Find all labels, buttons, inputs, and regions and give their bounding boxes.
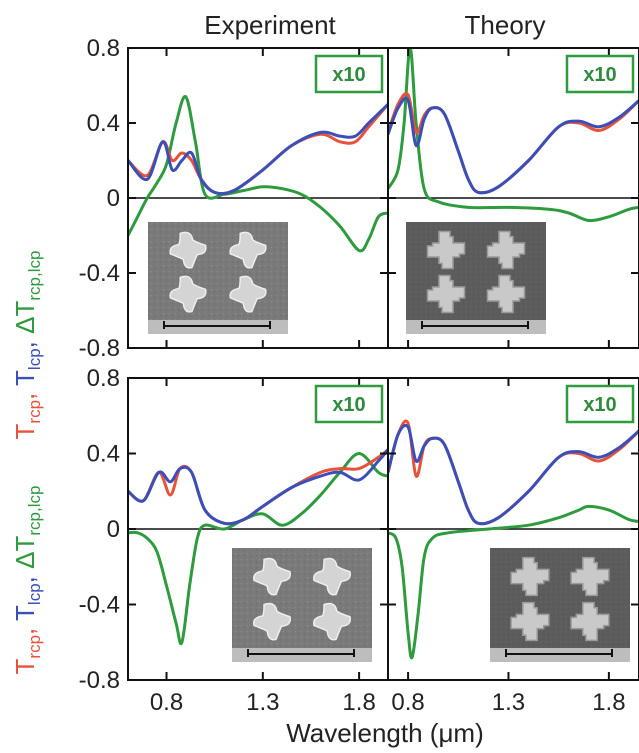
nanostructure-shape bbox=[229, 231, 267, 269]
scale-badge-label: x10 bbox=[583, 64, 616, 86]
series-line-lcp bbox=[128, 103, 388, 196]
y-tick-label: 0 bbox=[107, 516, 120, 543]
nanostructure-shape bbox=[229, 275, 267, 313]
scale-badge: x10 bbox=[314, 384, 384, 424]
y-tick-label: -0.4 bbox=[79, 592, 120, 619]
x-tick-label: 0.8 bbox=[391, 689, 424, 716]
ylabel-s-lcp: lcp bbox=[25, 348, 44, 370]
scale-badge: x10 bbox=[565, 384, 635, 424]
nanostructure-shape bbox=[510, 601, 550, 642]
inset-image bbox=[406, 222, 546, 334]
ylabel-s-rcp-b: rcp bbox=[25, 635, 44, 659]
scale-badge: x10 bbox=[314, 54, 384, 94]
ylabel-sep-1: , bbox=[10, 386, 40, 400]
y-tick-label: -0.8 bbox=[79, 335, 120, 362]
nanostructure-shape bbox=[486, 230, 526, 270]
x-tick-label: 0.8 bbox=[150, 689, 183, 716]
y-tick-label: 0.4 bbox=[87, 441, 120, 468]
series-line-lcp bbox=[388, 96, 639, 195]
nanostructure-shape bbox=[570, 556, 610, 597]
inset-texture bbox=[490, 548, 630, 648]
scale-badge: x10 bbox=[565, 54, 635, 94]
y-tick-label: 0.8 bbox=[87, 365, 120, 392]
scale-badge-label: x10 bbox=[332, 64, 365, 86]
x-tick-label: 1.3 bbox=[492, 689, 525, 716]
y-axis-label-bottom: Trcp, Tlcp, ΔTrcp,lcp bbox=[10, 486, 44, 675]
series-line-delta bbox=[128, 95, 388, 253]
inset-texture bbox=[148, 222, 288, 320]
nanostructure-shape bbox=[169, 231, 207, 269]
nanostructure-shape bbox=[313, 602, 351, 641]
ylabel-t-rcp: T bbox=[10, 423, 40, 439]
inset-image bbox=[232, 548, 372, 662]
nanostructure-shape bbox=[169, 275, 207, 313]
panel-bottom-right: 0.8 1.3 1.8 x10 bbox=[387, 377, 639, 716]
ylabel-t-lcp-b: T bbox=[10, 605, 40, 621]
y-tick-label: -0.8 bbox=[79, 667, 120, 694]
ylabel-s-rcp: rcp bbox=[25, 400, 44, 424]
ylabel-t-rcp-b: T bbox=[10, 658, 40, 674]
nanostructure-shape bbox=[253, 557, 291, 596]
nanostructure-shape bbox=[510, 556, 550, 597]
y-tick-label: 0 bbox=[107, 185, 120, 212]
inset-image bbox=[490, 548, 630, 662]
panel-bottom-left: 0.8 0.4 0 -0.4 -0.8 0.8 1.3 1.8 x10 bbox=[79, 365, 389, 716]
series-line-lcp bbox=[128, 448, 388, 526]
series-line-delta bbox=[388, 504, 639, 660]
ylabel-t-delta: ΔT bbox=[10, 301, 40, 334]
series-line-rcp bbox=[388, 92, 639, 195]
x-tick-label: 1.3 bbox=[246, 689, 279, 716]
nanostructure-shape bbox=[253, 602, 291, 641]
ylabel-s-lcp-b: lcp bbox=[25, 583, 44, 605]
scale-badge-box bbox=[314, 54, 384, 94]
ylabel-s-delta-b: rcp,lcp bbox=[25, 486, 44, 536]
y-tick-label: -0.4 bbox=[79, 260, 120, 287]
ylabel-sep-2-b: , bbox=[10, 569, 40, 583]
nanostructure-shape bbox=[313, 557, 351, 596]
inset-texture bbox=[232, 548, 372, 648]
ylabel-t-delta-b: ΔT bbox=[10, 536, 40, 569]
series-line-delta bbox=[388, 48, 639, 223]
x-tick-label: 1.8 bbox=[592, 689, 625, 716]
scale-badge-box bbox=[314, 384, 384, 424]
y-axis-label-top: Trcp, Tlcp, ΔTrcp,lcp bbox=[10, 251, 44, 440]
y-tick-label: 0.8 bbox=[87, 35, 120, 62]
x-axis-label: Wavelength (μm) bbox=[286, 718, 484, 748]
scale-badge-label: x10 bbox=[583, 394, 616, 416]
ylabel-sep-1-b: , bbox=[10, 621, 40, 635]
column-title-theory: Theory bbox=[465, 10, 546, 40]
nanostructure-shape bbox=[486, 274, 526, 314]
nanostructure-shape bbox=[426, 230, 466, 270]
panel-top-left: 0.8 0.4 0 -0.4 -0.8 x10 bbox=[79, 35, 389, 362]
scale-badge-box bbox=[565, 384, 635, 424]
ylabel-sep-2: , bbox=[10, 334, 40, 348]
svg-text:Trcp, Tlcp, ΔTrcp,lcp: Trcp, Tlcp, ΔTrcp,lcp bbox=[10, 251, 44, 440]
svg-text:Trcp, Tlcp, ΔTrcp,lcp: Trcp, Tlcp, ΔTrcp,lcp bbox=[10, 486, 44, 675]
inset-texture bbox=[406, 222, 546, 320]
series-line-delta bbox=[128, 452, 388, 646]
scale-badge-box bbox=[565, 54, 635, 94]
column-title-experiment: Experiment bbox=[204, 10, 336, 40]
ylabel-s-delta: rcp,lcp bbox=[25, 251, 44, 301]
ylabel-t-lcp: T bbox=[10, 370, 40, 386]
x-tick-label: 1.8 bbox=[342, 689, 375, 716]
y-tick-label: 0.4 bbox=[87, 110, 120, 137]
inset-image bbox=[148, 222, 288, 334]
scale-badge-label: x10 bbox=[332, 394, 365, 416]
panel-top-right: x10 bbox=[387, 47, 639, 349]
nanostructure-shape bbox=[426, 274, 466, 314]
series-line-lcp bbox=[388, 423, 639, 526]
nanostructure-shape bbox=[570, 601, 610, 642]
